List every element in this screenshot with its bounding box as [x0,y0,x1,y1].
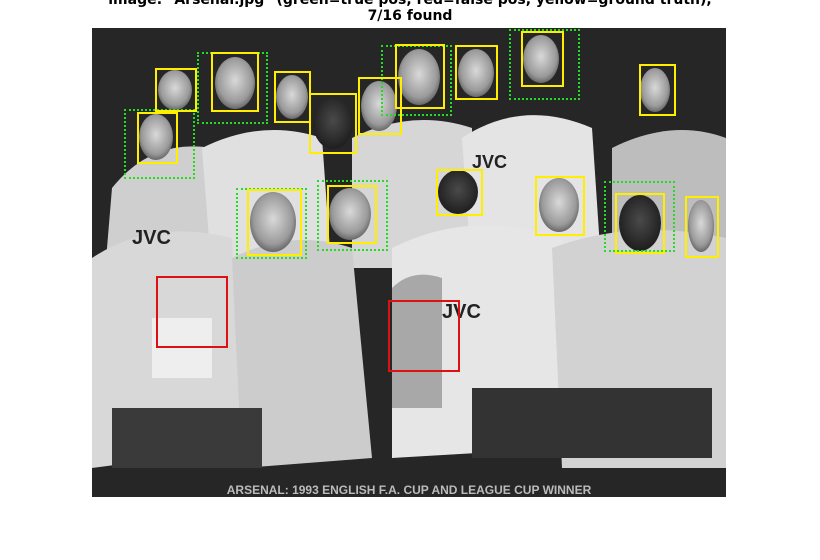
ground-truth-box-9 [639,64,676,116]
shirt-sponsor-3: JVC [472,152,507,172]
true-positive-box-5 [381,45,452,116]
photo-caption: ARSENAL: 1993 ENGLISH F.A. CUP AND LEAGU… [227,483,592,497]
figure-title-line-2: 7/16 found [367,8,453,24]
true-positive-box-4 [317,180,388,251]
ground-truth-box-5 [358,77,402,135]
ground-truth-box-6 [395,44,445,109]
ground-truth-box-3 [274,71,311,123]
figure-title-line-1: image: "Arsenal.jpg" (green=true pos, re… [108,0,712,8]
ground-truth-box-11 [247,189,302,256]
ground-truth-box-15 [615,193,665,254]
ground-truth-box-1 [155,68,197,112]
ground-truth-box-13 [436,169,483,216]
true-positive-box-7 [604,181,675,252]
shirt-sponsor-1: JVC [132,227,171,249]
false-positive-box-1 [156,276,228,348]
ground-truth-box-4 [309,93,357,154]
team-photo: JVC JVC JVC ARSENAL: 1993 ENGLISH F.A. C… [92,28,726,497]
false-positive-box-2 [388,300,460,372]
ground-truth-box-16 [685,196,719,258]
true-positive-box-6 [509,29,580,100]
ground-truth-box-10 [137,112,178,164]
ground-truth-box-7 [455,45,498,100]
photo-scene: JVC JVC JVC ARSENAL: 1993 ENGLISH F.A. C… [92,28,726,497]
ground-truth-box-2 [211,52,259,112]
shirt-sponsor-2: JVC [442,301,481,323]
ground-truth-box-8 [521,31,564,87]
ground-truth-box-14 [535,176,585,236]
ground-truth-box-12 [327,185,377,244]
